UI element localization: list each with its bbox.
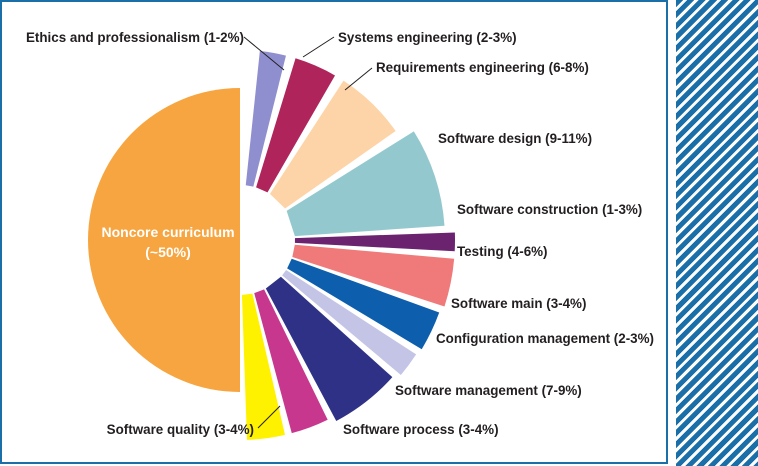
pie-slice-software-process: [254, 289, 328, 434]
pie-slice-software-main: [287, 258, 440, 350]
slice-value-label-noncore-curriculum: (~50%): [145, 244, 191, 260]
pie-slice-software-quality: [241, 293, 285, 440]
pie-slice-testing: [292, 244, 455, 307]
slice-label-noncore-curriculum: Noncore curriculum: [101, 224, 234, 240]
slice-label-software-quality: Software quality (3-4%): [107, 422, 254, 437]
pie-slice-configuration-management: [282, 269, 417, 375]
slice-label-software-construction: Software construction (1-3%): [457, 202, 642, 217]
pie-slice-software-construction: [294, 232, 456, 252]
slice-label-testing: Testing (4-6%): [457, 244, 548, 259]
pie-slice-noncore-curriculum: [88, 88, 240, 392]
leader-line-systems-engineering: [302, 36, 335, 58]
slice-label-configuration-management: Configuration management (2-3%): [436, 331, 654, 346]
striped-margin-decoration: [676, 0, 758, 466]
pie-slice-ethics-and-professionalism: [245, 51, 286, 187]
leader-line-ethics-and-professionalism: [243, 36, 285, 71]
slice-label-systems-engineering: Systems engineering (2-3%): [338, 30, 517, 45]
slice-label-requirements-engineering: Requirements engineering (6-8%): [376, 60, 589, 75]
leader-line-software-quality: [257, 405, 281, 429]
slice-label-software-main: Software main (3-4%): [451, 296, 586, 311]
pie-slice-requirements-engineering: [269, 80, 396, 209]
pie-slice-software-design: [286, 131, 445, 237]
leader-line-requirements-engineering: [344, 67, 373, 91]
pie-slice-systems-engineering: [256, 58, 335, 193]
slice-label-ethics-and-professionalism: Ethics and professionalism (1-2%): [26, 30, 244, 45]
slice-label-software-design: Software design (9-11%): [438, 131, 592, 146]
slice-label-software-management: Software management (7-9%): [395, 383, 582, 398]
pie-slice-software-management: [265, 276, 393, 422]
slice-label-software-process: Software process (3-4%): [343, 422, 499, 437]
